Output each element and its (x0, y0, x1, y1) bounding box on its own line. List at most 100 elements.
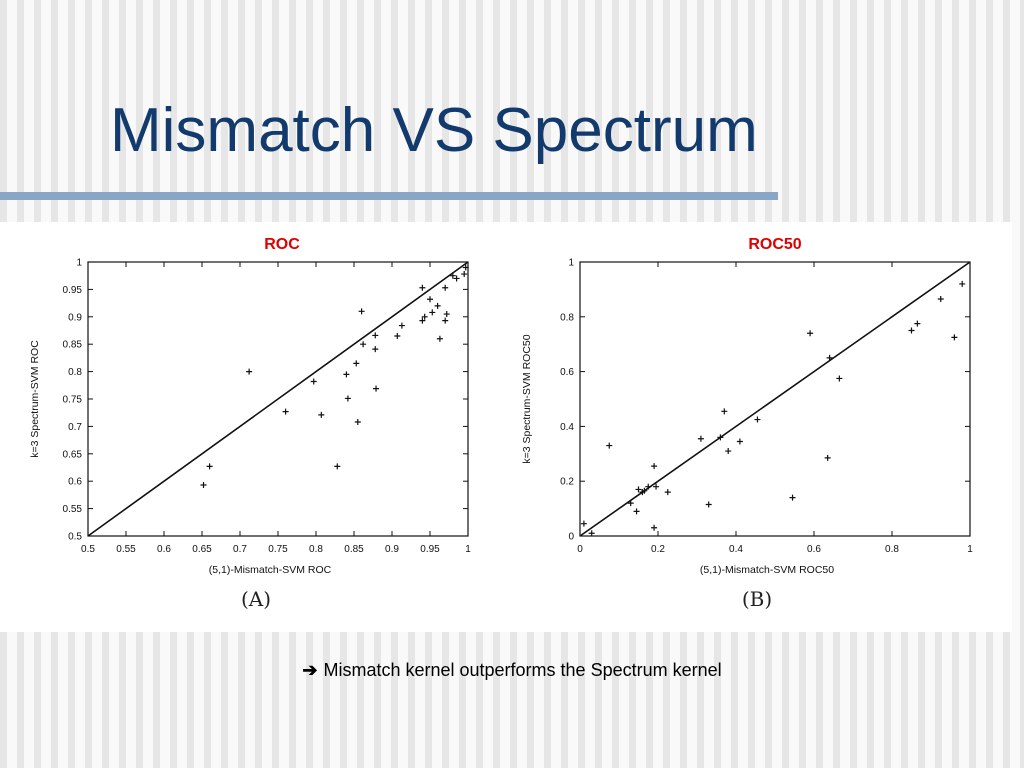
plot-frame (579, 261, 971, 537)
data-point (836, 375, 843, 382)
data-point (937, 295, 944, 302)
y-tick-label: 0.4 (560, 422, 574, 433)
y-axis-label: k=3 Spectrum-SVM ROC (29, 340, 41, 458)
data-point (951, 334, 958, 341)
data-point (627, 500, 634, 507)
y-tick-label: 0.85 (63, 340, 83, 351)
data-point (449, 272, 456, 279)
data-point (398, 322, 405, 329)
data-point (442, 284, 449, 291)
x-tick-label: 0.65 (192, 544, 212, 555)
data-point (736, 438, 743, 445)
data-point (651, 463, 658, 470)
data-point (419, 284, 426, 291)
data-point (282, 408, 289, 415)
x-tick-label: 1 (465, 544, 471, 555)
x-tick-label: 0.8 (309, 544, 323, 555)
data-point (343, 371, 350, 378)
data-point (807, 330, 814, 337)
figure-panel: ROC 0.5 0.55 0.6 0.65 0.7 0.75 0.8 0.85 0.9 0.95 1 0… (0, 222, 1012, 632)
data-point (419, 317, 426, 324)
data-point (645, 483, 652, 490)
data-point (635, 486, 642, 493)
data-point (443, 311, 450, 318)
data-point (824, 454, 831, 461)
data-point (789, 494, 796, 501)
data-point (633, 508, 640, 515)
data-point (353, 360, 360, 367)
data-point (436, 335, 443, 342)
data-point (641, 487, 648, 494)
data-point (206, 463, 213, 470)
data-point (334, 463, 341, 470)
conclusion-text: Mismatch kernel outperforms the Spectrum… (323, 660, 722, 680)
y-tick-label: 0.9 (68, 312, 82, 323)
data-point (959, 280, 966, 287)
x-tick-label: 0 (577, 544, 583, 555)
y-tick-label: 0.95 (63, 285, 83, 296)
y-tick-label: 0.5 (68, 532, 82, 543)
arrow-right-icon: ➔ (302, 660, 318, 680)
data-point (310, 378, 317, 385)
data-point (826, 354, 833, 361)
data-point (246, 368, 253, 375)
data-point (453, 275, 460, 282)
x-tick-label: 0.8 (885, 544, 899, 555)
data-point (651, 524, 658, 531)
y-tick-label: 0.2 (560, 477, 574, 488)
data-point (721, 408, 728, 415)
y-tick-label: 0.75 (63, 395, 83, 406)
chart-roc: ROC 0.5 0.55 0.6 0.65 0.7 0.75 0.8 0.85 0.9 0.95 1 0… (29, 236, 471, 611)
y-tick-label: 0.55 (63, 504, 83, 515)
y-axis-label: k=3 Spectrum-SVM ROC50 (521, 334, 533, 463)
data-point (442, 317, 449, 324)
data-point (360, 341, 367, 348)
data-point (664, 489, 671, 496)
data-point (372, 346, 379, 353)
x-axis-label: (5,1)-Mismatch-SVM ROC50 (700, 564, 834, 576)
data-point (429, 309, 436, 316)
y-tick-label: 0.6 (560, 367, 574, 378)
y-tick-label: 0.65 (63, 449, 83, 460)
data-point (344, 395, 351, 402)
x-tick-label: 0.55 (116, 544, 136, 555)
y-tick-label: 0.6 (68, 477, 82, 488)
y-tick-label: 0 (568, 532, 574, 543)
data-point (462, 264, 469, 271)
title-underline (0, 192, 778, 200)
data-point (318, 411, 325, 418)
y-tick-label: 0.8 (68, 367, 82, 378)
chart-title: ROC50 (748, 236, 801, 253)
x-tick-label: 1 (967, 544, 973, 555)
x-tick-label: 0.7 (233, 544, 247, 555)
data-point (717, 434, 724, 441)
y-tick-label: 0.7 (68, 422, 82, 433)
data-point (725, 448, 732, 455)
data-point (461, 271, 468, 278)
diagonal-line (579, 261, 971, 537)
data-point (580, 520, 587, 527)
data-point (200, 482, 207, 489)
data-point (358, 308, 365, 315)
x-tick-label: 0.95 (420, 544, 440, 555)
x-tick-label: 0.4 (729, 544, 743, 555)
data-point (697, 435, 704, 442)
chart-roc50: ROC50 0 0.2 0.4 0.6 0.8 1 0 0.2 0.4 0.6 0.8 1 (5,1)-M… (521, 236, 973, 611)
data-point (588, 530, 595, 537)
x-tick-label: 0.6 (807, 544, 821, 555)
data-point (908, 327, 915, 334)
data-point (427, 296, 433, 303)
data-point (354, 419, 361, 426)
charts-figure: ROC 0.5 0.55 0.6 0.65 0.7 0.75 0.8 0.85 0.9 0.95 1 0… (29, 236, 973, 611)
x-axis-label: (5,1)-Mismatch-SVM ROC (209, 564, 332, 576)
x-tick-label: 0.5 (81, 544, 95, 555)
panel-label: (B) (742, 587, 772, 611)
x-tick-label: 0.9 (385, 544, 399, 555)
data-point (705, 501, 712, 508)
data-point (372, 332, 379, 339)
x-tick-label: 0.6 (157, 544, 171, 555)
data-point (421, 313, 428, 320)
data-point (653, 483, 660, 490)
data-point (914, 320, 921, 327)
y-tick-label: 0.8 (560, 312, 574, 323)
